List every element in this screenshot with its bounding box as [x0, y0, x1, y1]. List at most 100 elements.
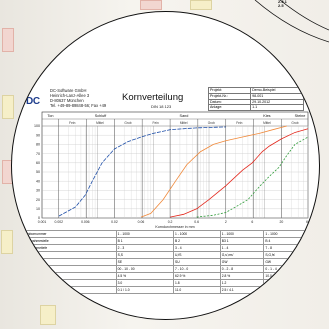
legend-cell: Kornkennzahl — [24, 265, 117, 273]
legend-row: Anteil < 0.063 mm 4.5 % 62.9 % 2.8 % 10.0 % — [24, 272, 308, 280]
x-axis-label: Korndurchmesser in mm — [155, 225, 194, 229]
legend-row: Bodenart S,S U,fS G,s',ms' S,G,fs' — [24, 251, 308, 259]
legend-cell: S,S — [115, 251, 175, 259]
legend-cell: GW — [219, 258, 265, 266]
soil-class-label: Ton — [47, 114, 53, 118]
y-tick-label: 10 — [36, 207, 40, 211]
soil-subclass-label: Mittel — [263, 121, 271, 125]
sheet-header: DC DC-Software GmbH Heinrich-Lanz-Allee … — [26, 86, 306, 120]
binder-tab — [140, 0, 162, 10]
legend-cell: 3 - 4 — [173, 244, 221, 252]
legend-cell: SE — [115, 258, 175, 266]
legend-row: Labornummer 1 - 1000 1 - 1000 1 - 1000 1 - 1… — [24, 230, 308, 238]
legend-cell: 1 - 4 — [219, 244, 265, 252]
legend-cell: 3.0 — [115, 279, 175, 287]
legend-cell: Ungleichf. U — [24, 279, 117, 287]
soil-subclass-label: Fein — [153, 121, 159, 125]
legend-cell: S,G,fs' — [263, 251, 308, 259]
x-tick-label: 0.02 — [111, 220, 118, 224]
series-line — [170, 128, 309, 218]
x-tick-label: 2 — [225, 220, 227, 224]
legend-cell: Krümmungszahl Cc — [24, 286, 117, 294]
legend-row: Ungleichf. U 3.0 1.8 1.2 5.2 — [24, 279, 308, 287]
legend-cell: 1 - 1000 — [115, 230, 175, 238]
legend-cell: 0 - 2 - 8 — [219, 265, 265, 273]
legend-cell: B3 1 — [219, 237, 265, 245]
background-lines — [254, 0, 329, 43]
binder-tab — [1, 230, 13, 254]
legend-cell: 7 - 8 — [263, 244, 308, 252]
legend-cell: B 4 — [263, 237, 308, 245]
x-tick-label: 0.002 — [55, 220, 64, 224]
y-tick-label: 70 — [36, 152, 40, 156]
legend-cell: Bodenart — [24, 251, 117, 259]
legend-cell: 10.0 % — [263, 272, 308, 280]
y-tick-label: 50 — [36, 170, 40, 174]
company-address: DC-Software GmbH Heinrich-Lanz-Allee 3 D… — [50, 88, 106, 108]
y-tick-label: 60 — [36, 161, 40, 165]
soil-class-label: Steine — [295, 114, 306, 118]
legend-cell: GW — [263, 258, 308, 266]
meta-table: Projekt: Demo-Beispiel Projekt-Nr.: 98-001… — [207, 87, 304, 112]
legend-cell: U,fS — [173, 251, 221, 259]
legend-cell: SU — [173, 258, 221, 266]
legend-cell: Entnahmetiefe — [24, 244, 117, 252]
x-tick-label: 0.006 — [81, 220, 90, 224]
x-tick-label: 0.6 — [194, 220, 199, 224]
plot-frame — [41, 111, 309, 219]
y-tick-label: 30 — [36, 189, 40, 193]
grain-distribution-sheet: DC DC-Software GmbH Heinrich-Lanz-Allee … — [12, 12, 319, 319]
series-line — [58, 126, 226, 217]
legend-row: Bodengruppe SE SU GW GW — [24, 258, 308, 266]
x-tick-label: 20 — [280, 220, 284, 224]
legend-cell: 0.1 / 1.0 — [115, 286, 175, 294]
x-tick-label: 0.2 — [168, 220, 173, 224]
sheet-subtitle: DIN 18 123 — [151, 104, 172, 109]
soil-subclass-label: Grob — [208, 121, 215, 125]
company-line: D-80637 München — [50, 98, 84, 103]
legend-cell: 0.4 / 1.0 — [263, 286, 308, 294]
company-line: Heinrich-Lanz-Allee 3 — [50, 93, 90, 98]
legend-cell: 11.0 — [173, 286, 221, 294]
soil-subclass-label: Grob — [291, 121, 298, 125]
y-tick-label: 0 — [38, 216, 40, 220]
legend-cell: 5.2 — [263, 279, 308, 287]
legend-cell: 2.5 / 4.1 — [219, 286, 265, 294]
legend-cell: Labornummer — [24, 230, 117, 238]
x-tick-label: 0.06 — [138, 220, 145, 224]
legend-cell: Bodengruppe — [24, 258, 117, 266]
sheet-title: Kornverteilung — [122, 92, 184, 103]
legend-cell: 00 - 10 - 00 — [115, 265, 175, 273]
soil-class-label: Sand — [180, 114, 189, 118]
legend-cell: 4.5 % — [115, 272, 175, 280]
binder-tab — [2, 95, 14, 119]
legend-cell: 2.8 % — [219, 272, 265, 280]
legend-cell: 1 - 1000 — [219, 230, 265, 238]
legend-cell: 1 - 1000 — [173, 230, 221, 238]
soil-subclass-label: Fein — [69, 121, 75, 125]
legend-cell: Anteil < 0.063 mm — [24, 272, 117, 280]
company-logo: DC — [26, 96, 40, 107]
y-tick-label: 80 — [36, 143, 40, 147]
meta-value: 1.1 — [250, 104, 304, 112]
legend-row: Krümmungszahl Cc 0.1 / 1.0 11.0 2.5 / 4.1 0.… — [24, 286, 308, 294]
legend-cell: G,s',ms' — [219, 251, 265, 259]
x-tick-label: 0.001 — [38, 220, 47, 224]
legend-cell: 0 - 1 - 4 — [263, 265, 308, 273]
legend-cell: 62.9 % — [173, 272, 221, 280]
x-tick-label: 6 — [251, 220, 253, 224]
legend-cell: B 1 — [115, 237, 175, 245]
legend-cell: 1.8 — [173, 279, 221, 287]
y-tick-label: 90 — [36, 133, 40, 137]
binder-tab — [2, 28, 14, 52]
x-tick-label: 60 — [306, 220, 310, 224]
soil-subclass-label: Grob — [124, 121, 131, 125]
soil-subclass-label: Fein — [236, 121, 242, 125]
legend-cell: Entnahmestelle — [24, 237, 117, 245]
legend-cell: 7 - 10 - 0 — [173, 265, 221, 273]
series-line — [140, 125, 287, 218]
